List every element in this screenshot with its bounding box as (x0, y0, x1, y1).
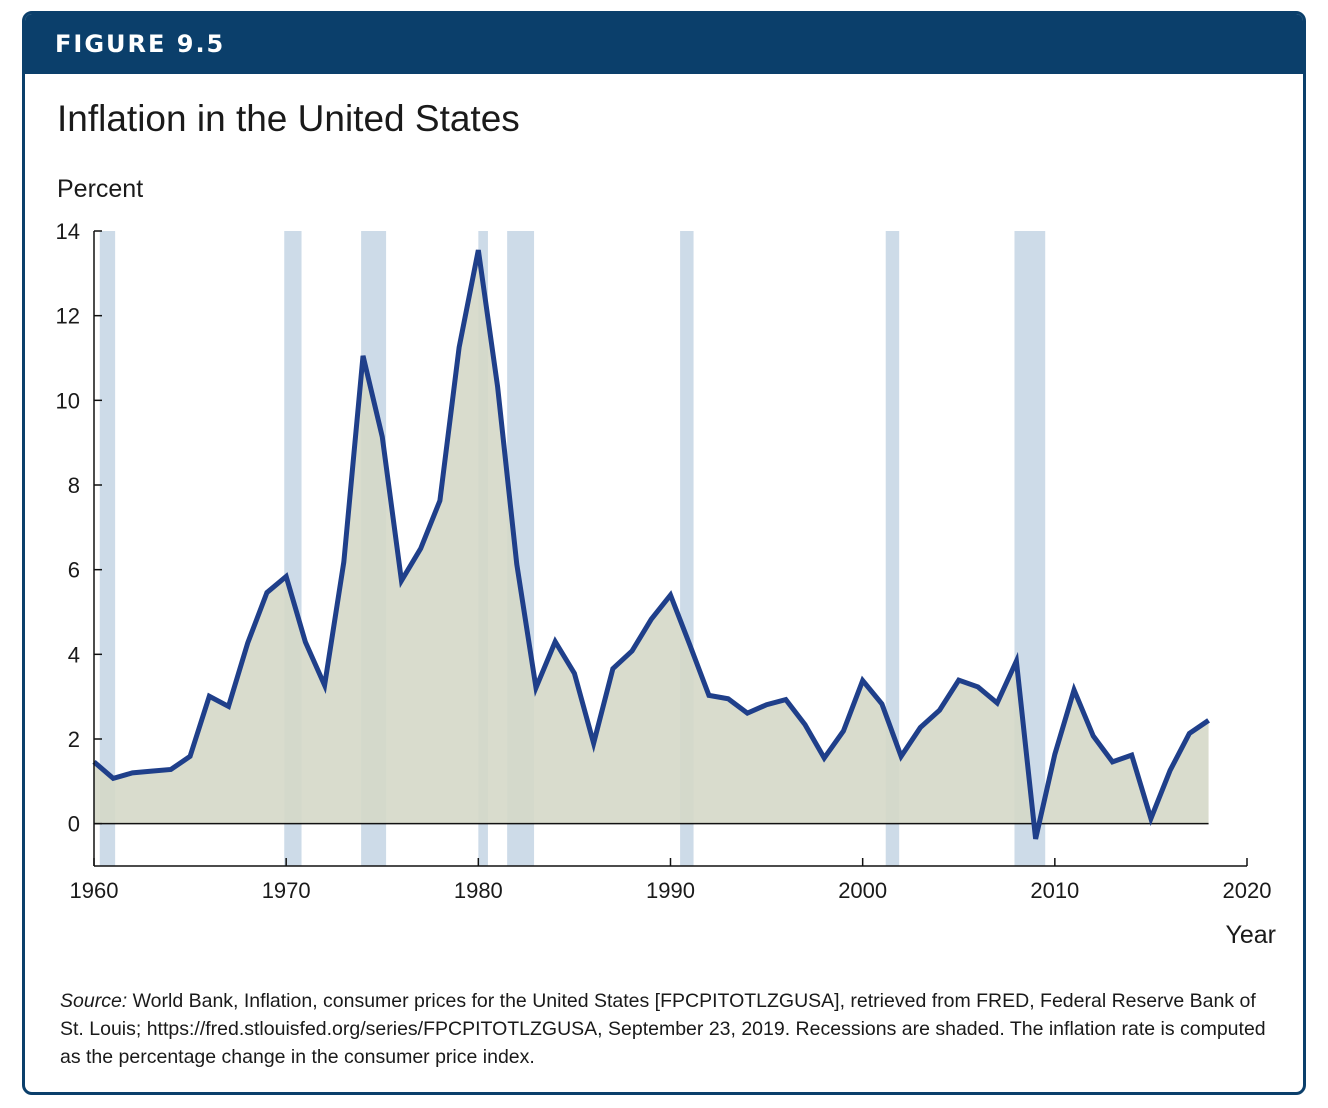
y-tick-label: 0 (68, 812, 80, 837)
x-tick-label: 1970 (262, 878, 311, 903)
source-note: Source: World Bank, Inflation, consumer … (60, 987, 1275, 1071)
y-tick-label: 8 (68, 473, 80, 498)
x-tick-label: 1990 (646, 878, 695, 903)
figure-label: FIGURE 9.5 (55, 30, 226, 58)
y-tick-label: 14 (56, 219, 80, 244)
y-tick-label: 2 (68, 727, 80, 752)
x-tick-label: 1960 (70, 878, 119, 903)
recession-band (885, 231, 900, 866)
inflation-line (92, 249, 1210, 840)
y-tick-label: 10 (56, 388, 80, 413)
source-text: World Bank, Inflation, consumer prices f… (60, 990, 1266, 1068)
source-label: Source: (60, 990, 128, 1012)
figure-frame: FIGURE 9.5 Inflation in the United State… (22, 11, 1306, 1095)
x-axis-label: Year (1225, 921, 1276, 949)
y-tick-label: 6 (68, 558, 80, 583)
x-tick-label: 1980 (454, 878, 503, 903)
recession-band (99, 231, 116, 866)
x-tick-label: 2020 (1223, 878, 1272, 903)
axes: 0 2 4 6 8 10 12 14 1960 1970 1980 1990 2000 2010 2020 (56, 219, 1272, 903)
chart-title: Inflation in the United States (57, 98, 520, 139)
y-tick-label: 4 (68, 642, 80, 667)
figure-header-bar: FIGURE 9.5 (25, 14, 1303, 74)
y-tick-label: 12 (56, 304, 80, 329)
x-tick-label: 2010 (1030, 878, 1079, 903)
x-tick-label: 2000 (838, 878, 887, 903)
y-axis-label: Percent (57, 175, 143, 203)
